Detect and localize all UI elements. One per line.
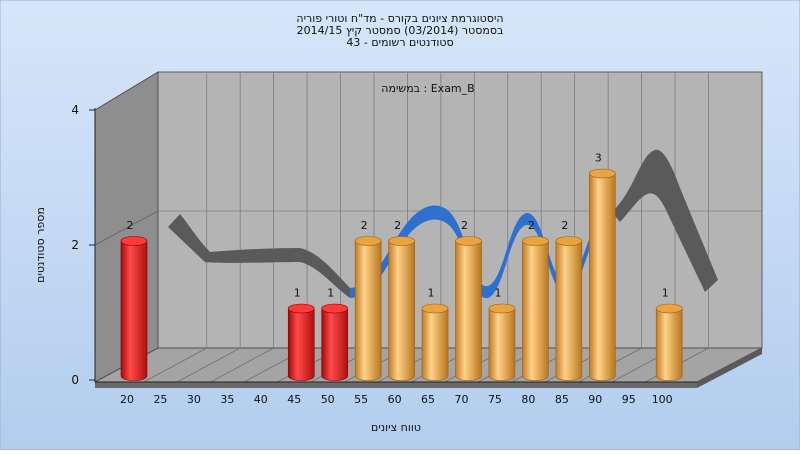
grid-line-side [94,210,159,246]
chart-subtitle: במשימה : Exam_B [381,82,474,95]
bar-body [321,308,348,381]
bar-value-label: 3 [595,152,602,165]
grid-line-floor [210,347,274,383]
plot-right-edge [697,348,762,388]
bar-value-label: 2 [127,219,134,232]
bar-top [555,236,583,246]
bar-top [522,236,549,246]
bar-top [421,303,449,314]
x-tick-label: 40 [254,393,268,406]
bar-body [589,173,616,381]
bar-body [655,308,683,381]
bar-20: 2 [120,219,148,381]
x-tick-label: 30 [187,393,201,406]
x-tick-label: 80 [521,393,535,406]
chart-title-line-3: סטודנטים רשומים - 43 [346,36,453,49]
y-tick-label: 4 [71,103,79,117]
x-tick-label: 25 [153,393,167,406]
x-axis-label: טווח ציונים [371,421,421,434]
bar-value-label: 2 [394,219,401,232]
bar-value-label: 2 [461,219,468,232]
bar-top [455,236,482,246]
bar-top [655,303,683,314]
bar-value-label: 2 [361,219,368,232]
bar-body [120,240,148,381]
bar-100: 1 [655,287,683,381]
bar-65: 1 [421,287,449,381]
bar-50: 1 [321,287,349,381]
bar-body [287,308,315,381]
x-tick-label: 100 [652,393,673,406]
x-tick-label: 35 [220,393,234,406]
bar-90: 3 [588,152,616,381]
grid-line-floor [143,347,207,383]
bar-top [388,236,415,246]
bar-top [321,303,349,314]
bar-60: 2 [388,219,415,381]
ribbon-gray-right [612,149,718,292]
x-tick-label: 20 [120,393,134,406]
bar-value-label: 1 [327,287,334,300]
x-tick-label: 90 [588,393,602,406]
bar-value-label: 1 [294,287,301,300]
bar-top [488,303,516,314]
bar-body [455,240,482,381]
bar-85: 2 [555,219,583,381]
bar-body [388,240,415,381]
bar-75: 1 [488,287,516,381]
x-axis: 20 25 30 35 40 45 50 55 60 65 70 75 80 85 90 95 100 [95,381,697,406]
bar-top [287,303,315,314]
x-tick-label: 50 [321,393,335,406]
y-axis: 0 2 4 [71,103,96,387]
bar-top [120,236,148,246]
bar-body [354,240,382,381]
bar-body [555,240,583,381]
bar-body [488,308,516,381]
bar-value-label: 1 [662,287,669,300]
bar-80: 2 [522,219,549,381]
bar-55: 2 [354,219,382,381]
chart-title-line-1: היסטוגרמת ציונים בקורס - מד"ח וטורי פורי… [296,12,503,25]
bar-45: 1 [287,287,315,381]
bar-top [588,168,616,179]
y-axis-label: מספר סטודנטים [34,207,47,283]
plot-floor-edge [95,382,697,388]
bar-70: 2 [455,219,482,381]
chart-title-line-2: בסמסטר (03/2014) סמסטר קיץ 2014/15 [297,24,504,37]
bar-value-label: 2 [561,219,568,232]
x-tick-label: 75 [488,393,502,406]
x-tick-label: 55 [354,393,368,406]
x-tick-label: 60 [388,393,402,406]
x-tick-label: 65 [421,393,435,406]
grid-line-floor [176,347,241,383]
x-tick-label: 85 [555,393,569,406]
x-tick-label: 70 [455,393,469,406]
y-tick-label: 2 [71,238,79,252]
bar-value-label: 1 [428,287,435,300]
bar-value-label: 2 [528,219,535,232]
y-tick-label: 0 [71,373,79,387]
bar-body [522,240,549,381]
bars: 2 1 1 2 2 1 2 1 2 2 3 1 [120,152,683,381]
ribbon-gray-left [168,214,350,298]
bar-top [354,236,382,246]
x-tick-label: 45 [287,393,301,406]
x-tick-label: 95 [622,393,636,406]
bar-body [421,308,449,381]
bar-value-label: 1 [494,287,501,300]
